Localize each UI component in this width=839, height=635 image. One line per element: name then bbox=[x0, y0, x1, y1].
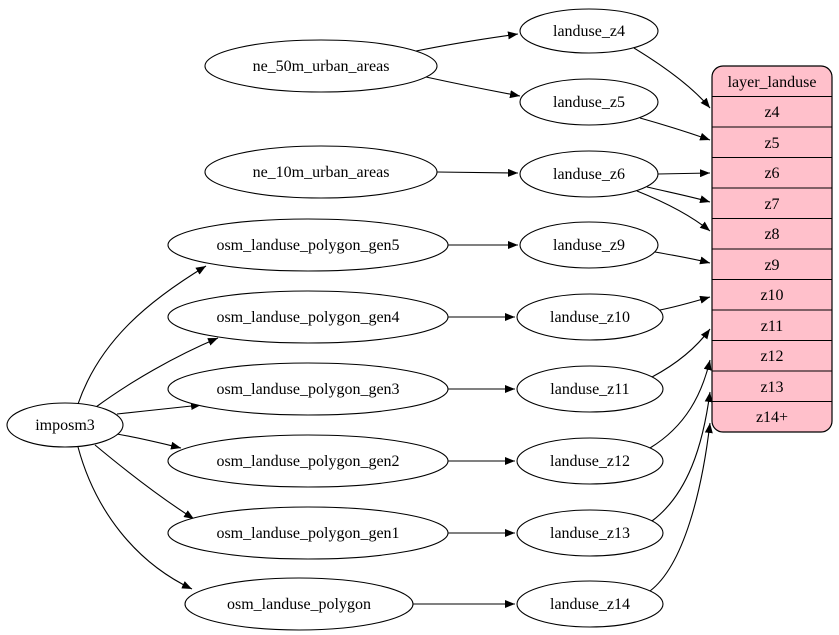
node-ellipse bbox=[167, 434, 449, 488]
table-title: layer_landuse bbox=[728, 74, 817, 91]
node-ellipse bbox=[519, 150, 659, 198]
edge-landuse_z9-row-z9 bbox=[654, 251, 711, 265]
edge-landuse_z4-row-z4 bbox=[633, 47, 711, 109]
table-row-z8: z8 bbox=[764, 226, 779, 243]
node-label: landuse_z13 bbox=[550, 525, 630, 542]
edge-imposm3-osm_landuse_polygon bbox=[77, 446, 193, 590]
node-label: osm_landuse_polygon_gen1 bbox=[216, 525, 399, 542]
edge-imposm3-osm_landuse_polygon_gen5 bbox=[77, 265, 207, 405]
edge-landuse_z11-row-z11 bbox=[651, 328, 711, 378]
node-label: osm_landuse_polygon_gen2 bbox=[216, 453, 399, 470]
node-label: landuse_z10 bbox=[550, 309, 630, 326]
node-osm_landuse_polygon_gen3: osm_landuse_polygon_gen3 bbox=[167, 362, 449, 416]
node-label: landuse_z14 bbox=[550, 596, 630, 613]
edge-imposm3-osm_landuse_polygon_gen3 bbox=[116, 402, 202, 415]
edge-landuse_z6-row-z6 bbox=[657, 169, 711, 178]
table-row-z10: z10 bbox=[760, 287, 783, 304]
node-landuse_z9: landuse_z9 bbox=[519, 221, 659, 269]
node-ellipse bbox=[516, 509, 664, 557]
node-ellipse bbox=[204, 39, 438, 93]
node-label: landuse_z12 bbox=[550, 453, 630, 470]
table-row-z9: z9 bbox=[764, 257, 779, 274]
node-label: osm_landuse_polygon_gen5 bbox=[216, 237, 399, 254]
node-landuse_z5: landuse_z5 bbox=[519, 78, 659, 126]
edge-ne_10m_urban_areas-landuse_z6 bbox=[436, 168, 519, 177]
edge-imposm3-osm_landuse_polygon_gen4 bbox=[95, 337, 219, 408]
node-ellipse bbox=[516, 580, 664, 628]
node-osm_landuse_polygon_gen1: osm_landuse_polygon_gen1 bbox=[167, 506, 449, 560]
table-row-z7: z7 bbox=[764, 196, 779, 213]
edge-imposm3-osm_landuse_polygon_gen2 bbox=[116, 433, 182, 450]
node-label: imposm3 bbox=[35, 417, 95, 434]
node-landuse_z14: landuse_z14 bbox=[516, 580, 664, 628]
edge-ne_50m_urban_areas-landuse_z5 bbox=[425, 76, 521, 99]
node-ellipse bbox=[519, 78, 659, 126]
node-ellipse bbox=[204, 145, 438, 199]
node-ellipse bbox=[167, 506, 449, 560]
nodes-layer: imposm3 ne_50m_urban_areas ne_10m_urban_… bbox=[6, 8, 664, 631]
node-landuse_z10: landuse_z10 bbox=[516, 293, 664, 341]
node-ellipse bbox=[167, 362, 449, 416]
node-label: landuse_z9 bbox=[553, 237, 625, 254]
node-ellipse bbox=[516, 293, 664, 341]
table-row-z5: z5 bbox=[764, 135, 779, 152]
node-osm_landuse_polygon_gen5: osm_landuse_polygon_gen5 bbox=[167, 218, 449, 272]
edge-ne_50m_urban_areas-landuse_z4 bbox=[415, 31, 519, 52]
node-label: landuse_z6 bbox=[553, 166, 625, 183]
node-ellipse bbox=[167, 218, 449, 272]
node-landuse_z6: landuse_z6 bbox=[519, 150, 659, 198]
node-ellipse bbox=[6, 402, 124, 448]
node-imposm3: imposm3 bbox=[6, 402, 124, 448]
node-ellipse bbox=[184, 577, 414, 631]
node-ellipse bbox=[516, 437, 664, 485]
node-label: osm_landuse_polygon_gen3 bbox=[216, 381, 399, 398]
table-row-z4: z4 bbox=[764, 104, 779, 121]
node-ne_10m_urban_areas: ne_10m_urban_areas bbox=[204, 145, 438, 199]
node-osm_landuse_polygon: osm_landuse_polygon bbox=[184, 577, 414, 631]
node-label: osm_landuse_polygon_gen4 bbox=[216, 309, 399, 326]
table-node-layer_landuse: layer_landuse z4 z5 z6 z7 z8 z9 z10 z11 … bbox=[711, 65, 833, 433]
node-landuse_z13: landuse_z13 bbox=[516, 509, 664, 557]
node-landuse_z12: landuse_z12 bbox=[516, 437, 664, 485]
node-landuse_z11: landuse_z11 bbox=[516, 365, 664, 413]
edge-landuse_z10-row-z10 bbox=[659, 295, 711, 311]
node-ne_50m_urban_areas: ne_50m_urban_areas bbox=[204, 39, 438, 93]
node-label: landuse_z11 bbox=[550, 381, 629, 398]
table-row-z6: z6 bbox=[764, 165, 779, 182]
node-ellipse bbox=[516, 365, 664, 413]
node-osm_landuse_polygon_gen4: osm_landuse_polygon_gen4 bbox=[167, 290, 449, 344]
node-label: ne_50m_urban_areas bbox=[253, 58, 390, 75]
node-label: ne_10m_urban_areas bbox=[253, 164, 390, 181]
node-ellipse bbox=[519, 221, 659, 269]
edge-landuse_z12-row-z12 bbox=[649, 359, 712, 449]
node-label: landuse_z4 bbox=[553, 23, 625, 40]
edge-imposm3-osm_landuse_polygon_gen1 bbox=[94, 444, 195, 520]
table-row-z13: z13 bbox=[760, 379, 783, 396]
table-row-z11: z11 bbox=[761, 318, 784, 335]
node-label: osm_landuse_polygon bbox=[227, 596, 371, 613]
node-label: landuse_z5 bbox=[553, 94, 625, 111]
edges-layer bbox=[77, 31, 713, 608]
node-ellipse bbox=[519, 8, 659, 54]
edge-landuse_z6-row-z7 bbox=[646, 186, 711, 204]
edge-landuse_z13-row-z13 bbox=[651, 391, 713, 522]
node-ellipse bbox=[167, 290, 449, 344]
edge-landuse_z14-row-z14plus bbox=[649, 422, 713, 592]
edge-landuse_z5-row-z5 bbox=[639, 117, 711, 141]
table-row-z14plus: z14+ bbox=[756, 409, 788, 426]
edge-landuse_z6-row-z8 bbox=[636, 190, 711, 232]
node-osm_landuse_polygon_gen2: osm_landuse_polygon_gen2 bbox=[167, 434, 449, 488]
node-landuse_z4: landuse_z4 bbox=[519, 8, 659, 54]
table-row-z12: z12 bbox=[760, 348, 783, 365]
